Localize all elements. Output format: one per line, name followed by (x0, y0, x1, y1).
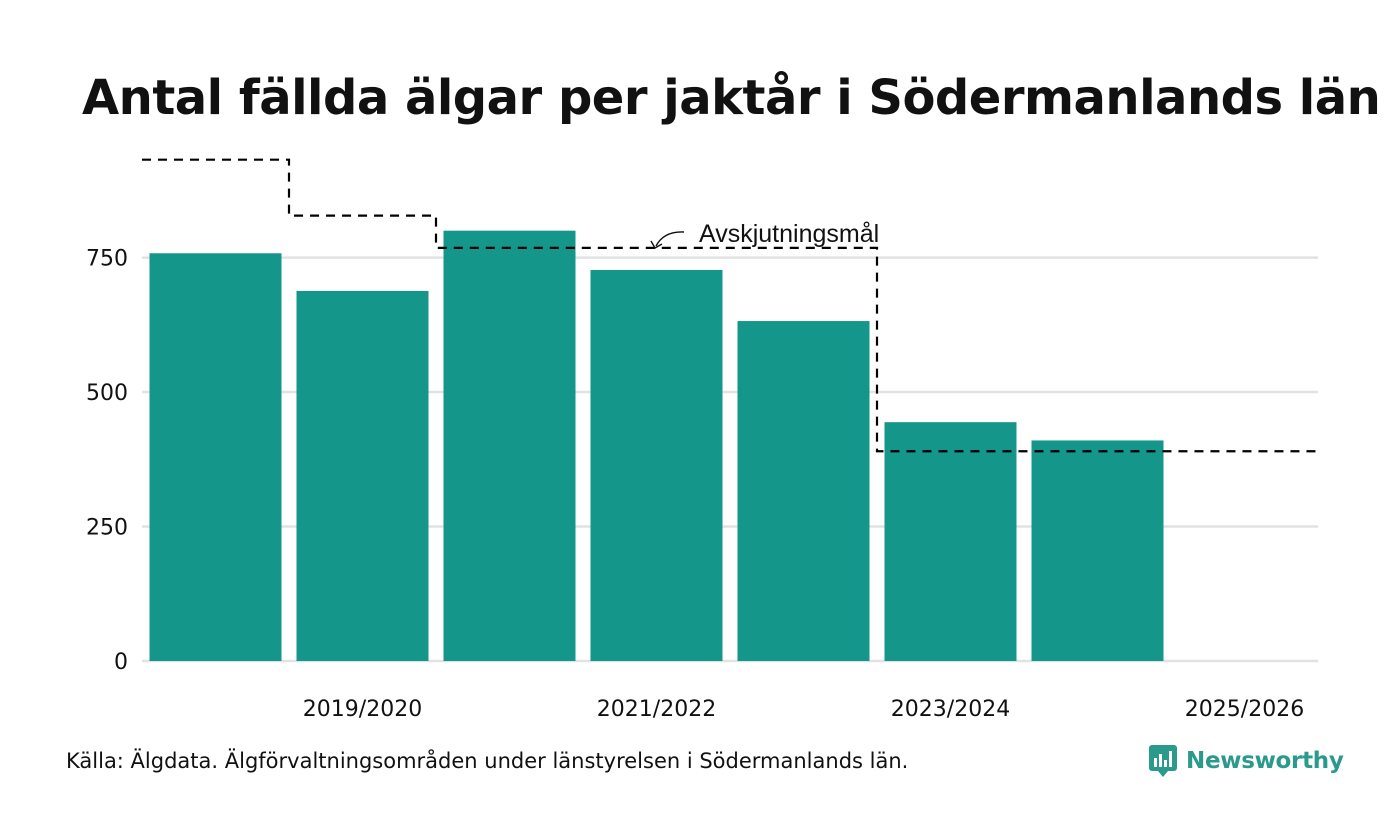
annotation-arrow (655, 231, 685, 247)
bar-2022/2023 (737, 321, 870, 661)
bar-2020/2021 (443, 230, 576, 661)
annotation-label: Avskjutningsmål (699, 220, 879, 248)
annotation-arrowhead (650, 240, 663, 249)
source-note: Källa: Älgdata. Älgförvaltningsområden u… (66, 749, 909, 773)
chart-title: Antal fällda älgar per jaktår i Söderman… (82, 70, 1381, 126)
brand-name: Newsworthy (1186, 748, 1344, 774)
y-tick-label: 750 (86, 247, 128, 272)
bar-2018/2019 (149, 253, 282, 661)
y-tick-label: 500 (86, 381, 128, 406)
y-tick-label: 0 (114, 650, 128, 675)
target-step-line (142, 158, 1318, 453)
bar-2021/2022 (590, 269, 723, 661)
x-tick-label: 2021/2022 (597, 697, 716, 722)
x-tick-label: 2019/2020 (303, 697, 422, 722)
target-line-avskjutningsmal (142, 158, 1318, 453)
x-axis-ticks: 2019/2020 2021/2022 2023/2024 2025/2026 (303, 697, 1304, 722)
newsworthy-bar-chart-icon (1149, 745, 1177, 777)
bars (149, 230, 1164, 661)
annotation: Avskjutningsmål (650, 220, 879, 249)
brand-logo[interactable]: Newsworthy (1148, 744, 1344, 778)
bar-2023/2024 (884, 422, 1017, 661)
bar-2024/2025 (1031, 440, 1164, 661)
x-tick-label: 2023/2024 (891, 697, 1010, 722)
y-axis-ticks: 0 250 500 750 (86, 247, 128, 675)
y-tick-label: 250 (86, 516, 128, 541)
bar-2019/2020 (296, 290, 429, 661)
x-tick-label: 2025/2026 (1185, 697, 1304, 722)
